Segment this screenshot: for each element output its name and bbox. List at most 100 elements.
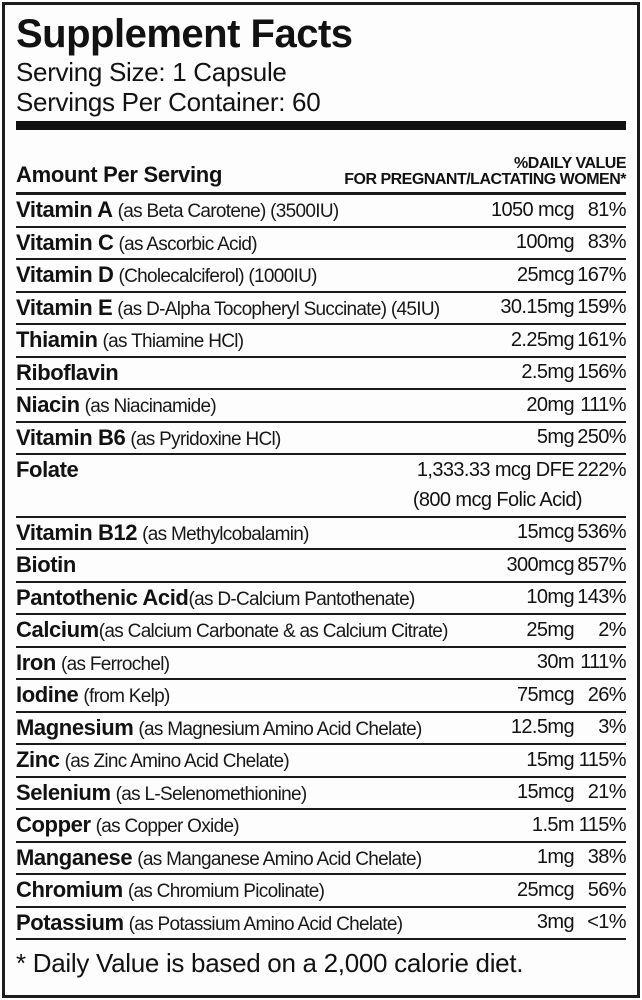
nutrient-row: Chromium (as Chromium Picolinate) 25mcg 56%: [16, 875, 627, 908]
nutrient-detail: (as Niacinamide): [84, 396, 217, 418]
nutrient-detail: (as Magnesium Amino Acid Chelate): [138, 718, 422, 740]
nutrient-detail: (as Potassium Amino Acid Chelate): [128, 913, 403, 935]
nutrient-amount: 10mg: [526, 586, 574, 609]
nutrient-daily-value: 536%: [577, 521, 626, 544]
nutrient-name: Niacin: [16, 392, 80, 418]
nutrient-row: Zinc (as Zinc Amino Acid Chelate) 15mg 115%: [16, 745, 627, 778]
nutrient-amount: 15mg: [526, 748, 574, 771]
nutrient-row: Potassium (as Potassium Amino Acid Chelat…: [16, 908, 627, 940]
nutrient-name: Selenium: [16, 779, 111, 805]
table-header: Amount Per Serving %DAILY VALUE FOR PREG…: [16, 156, 626, 195]
nutrient-amount: 30.15mg: [500, 296, 574, 319]
nutrient-name: Iron: [16, 649, 56, 675]
nutrient-amount: 25mcg: [516, 878, 575, 901]
nutrient-row: Riboflavin 2.5mg 156%: [16, 358, 627, 390]
nutrient-name: Thiamin: [16, 327, 98, 353]
serving-size: Serving Size: 1 Capsule: [16, 57, 287, 87]
nutrient-daily-value: 81%: [587, 198, 627, 221]
nutrient-name: Manganese: [16, 844, 133, 870]
nutrient-amount: 15mcg: [516, 781, 575, 804]
nutrient-amount: 30m: [536, 651, 575, 674]
nutrient-row: Magnesium (as Magnesium Amino Acid Chelat…: [16, 713, 627, 745]
daily-value-header: %DAILY VALUE FOR PREGNANT/LACTATING WOME…: [344, 156, 626, 188]
nutrient-name: Vitamin B6: [16, 424, 126, 450]
nutrient-row: Vitamin B12 (as Methylcobalamin) 15mcg 536%: [16, 518, 627, 550]
nutrient-row: Iodine (from Kelp) 75mcg 26%: [16, 680, 627, 713]
nutrient-amount: 20mg: [526, 393, 574, 416]
nutrient-detail: (as Methylcobalamin): [142, 523, 309, 545]
nutrient-daily-value: 26%: [587, 683, 627, 706]
nutrient-daily-value: 115%: [578, 748, 627, 771]
nutrient-amount: 300mcg: [506, 553, 574, 576]
nutrient-name: Pantothenic Acid: [16, 584, 189, 610]
nutrient-row: Manganese (as Manganese Amino Acid Chelat…: [16, 843, 627, 875]
nutrient-amount: 3mg: [536, 911, 575, 934]
nutrient-detail: (as Beta Carotene) (3500IU): [117, 201, 340, 223]
nutrient-amount: 1,333.33 mcg DFE: [416, 458, 575, 481]
nutrient-name: Riboflavin: [16, 359, 119, 385]
serving-info: Serving Size: 1 Capsule Servings Per Con…: [16, 57, 626, 117]
nutrient-daily-value: 222%: [577, 458, 626, 481]
nutrient-detail: (as Ferrochel): [60, 653, 170, 675]
nutrient-daily-value: <1%: [587, 911, 626, 934]
nutrient-detail: (as Copper Oxide): [95, 816, 240, 838]
divider-thick-bar: [16, 121, 626, 130]
nutrient-row: Niacin (as Niacinamide) 20mg 111%: [16, 390, 627, 423]
nutrient-row: Iron (as Ferrochel) 30m 111%: [16, 648, 627, 680]
nutrient-daily-value: 159%: [577, 296, 626, 319]
nutrient-detail: (as Ascorbic Acid): [118, 233, 257, 255]
nutrient-detail: (Cholecalciferol) (1000IU): [118, 266, 317, 288]
nutrient-name: Vitamin A: [16, 197, 113, 223]
nutrient-name: Folate: [16, 457, 79, 483]
nutrient-amount: 15mcg: [516, 521, 575, 544]
nutrient-amount: 12.5mg: [510, 716, 575, 739]
nutrient-amount: 1.5m: [531, 813, 575, 836]
nutrient-detail: (as D-Calcium Pantothenate): [188, 588, 415, 610]
nutrient-detail: (from Kelp): [83, 686, 170, 708]
nutrient-name: Chromium: [16, 877, 123, 903]
nutrient-name: Copper: [16, 812, 91, 838]
nutrient-row: Vitamin C (as Ascorbic Acid) 100mg 83%: [16, 228, 627, 260]
nutrient-detail: (as Thiamine HCl): [102, 331, 245, 353]
nutrient-row: Thiamin (as Thiamine HCl) 2.25mg 161%: [16, 325, 627, 358]
nutrient-daily-value: 115%: [578, 813, 627, 836]
nutrient-amount: 25mg: [526, 618, 574, 641]
nutrient-daily-value: 161%: [577, 328, 626, 351]
nutrient-name: Potassium: [16, 909, 124, 935]
nutrient-daily-value: 857%: [577, 553, 626, 576]
amount-per-serving-header: Amount Per Serving: [16, 162, 223, 187]
nutrient-detail: (as L-Selenomethionine): [115, 783, 308, 805]
nutrient-detail: (as Chromium Picolinate): [127, 881, 325, 903]
nutrient-name: Magnesium: [16, 714, 134, 740]
nutrient-amount: 2.25mg: [510, 328, 575, 351]
nutrient-note: (800 mcg Folic Acid): [412, 488, 583, 511]
nutrient-name: Biotin: [16, 552, 76, 578]
nutrient-amount: 5mg: [536, 426, 575, 449]
nutrient-detail: (as D-Alpha Tocopheryl Succinate) (45IU): [117, 298, 440, 320]
nutrient-row: Selenium (as L-Selenomethionine) 15mcg 21%: [16, 778, 627, 810]
nutrient-daily-value: 3%: [598, 716, 626, 739]
nutrient-row: Vitamin B6 (as Pyridoxine HCl) 5mg 250%: [16, 423, 627, 455]
nutrient-row: Biotin 300mcg 857%: [16, 550, 627, 583]
nutrient-name: Iodine: [16, 682, 79, 708]
nutrient-name: Calcium: [16, 617, 99, 643]
nutrient-daily-value: 21%: [587, 781, 627, 804]
nutrient-row: Calcium(as Calcium Carbonate & as Calciu…: [16, 615, 627, 648]
nutrient-rows: Vitamin A (as Beta Carotene) (3500IU) 1050…: [16, 195, 627, 940]
nutrient-daily-value: 111%: [580, 393, 626, 416]
nutrient-name: Vitamin C: [16, 229, 114, 255]
nutrient-name: Vitamin B12: [16, 519, 138, 545]
nutrient-daily-value: 111%: [580, 651, 626, 674]
nutrient-row: Vitamin A (as Beta Carotene) (3500IU) 1050…: [16, 195, 627, 228]
nutrient-name: Vitamin E: [16, 294, 113, 320]
daily-value-header-line1: %DAILY VALUE: [514, 155, 626, 172]
nutrient-amount: 2.5mg: [521, 361, 574, 384]
daily-value-footnote: * Daily Value is based on a 2,000 calori…: [16, 948, 524, 978]
nutrient-row: Vitamin D (Cholecalciferol) (1000IU) 25mcg…: [16, 260, 627, 293]
daily-value-header-line2: FOR PREGNANT/LACTATING WOMEN*: [344, 171, 626, 188]
nutrient-row: Pantothenic Acid(as D-Calcium Pantothena…: [16, 583, 627, 615]
nutrient-daily-value: 167%: [577, 263, 626, 286]
nutrient-detail: (as Manganese Amino Acid Chelate): [137, 848, 422, 870]
nutrient-name: Vitamin D: [16, 262, 114, 288]
